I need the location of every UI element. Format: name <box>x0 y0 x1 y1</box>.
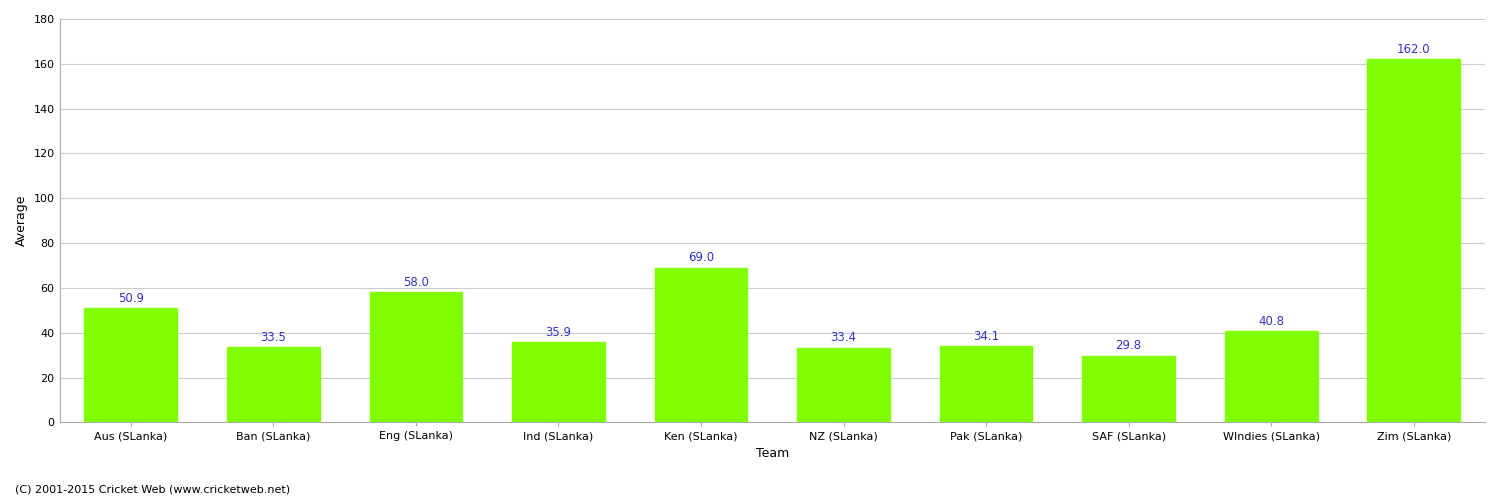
Text: 29.8: 29.8 <box>1116 340 1142 352</box>
Text: 33.5: 33.5 <box>261 331 286 344</box>
Text: 162.0: 162.0 <box>1396 43 1431 56</box>
Text: 69.0: 69.0 <box>688 252 714 264</box>
Bar <box>1368 60 1460 422</box>
Bar <box>796 348 889 422</box>
Bar <box>1083 356 1174 422</box>
X-axis label: Team: Team <box>756 447 789 460</box>
Text: (C) 2001-2015 Cricket Web (www.cricketweb.net): (C) 2001-2015 Cricket Web (www.cricketwe… <box>15 485 290 495</box>
Bar <box>512 342 604 422</box>
Text: 40.8: 40.8 <box>1258 314 1284 328</box>
Y-axis label: Average: Average <box>15 195 28 246</box>
Bar <box>226 348 320 422</box>
Text: 35.9: 35.9 <box>546 326 572 338</box>
Text: 58.0: 58.0 <box>404 276 429 289</box>
Text: 33.4: 33.4 <box>831 331 856 344</box>
Text: 50.9: 50.9 <box>118 292 144 305</box>
Bar <box>84 308 177 422</box>
Text: 34.1: 34.1 <box>974 330 999 342</box>
Bar <box>654 268 747 422</box>
Bar <box>940 346 1032 422</box>
Bar <box>369 292 462 422</box>
Bar <box>1226 331 1317 422</box>
